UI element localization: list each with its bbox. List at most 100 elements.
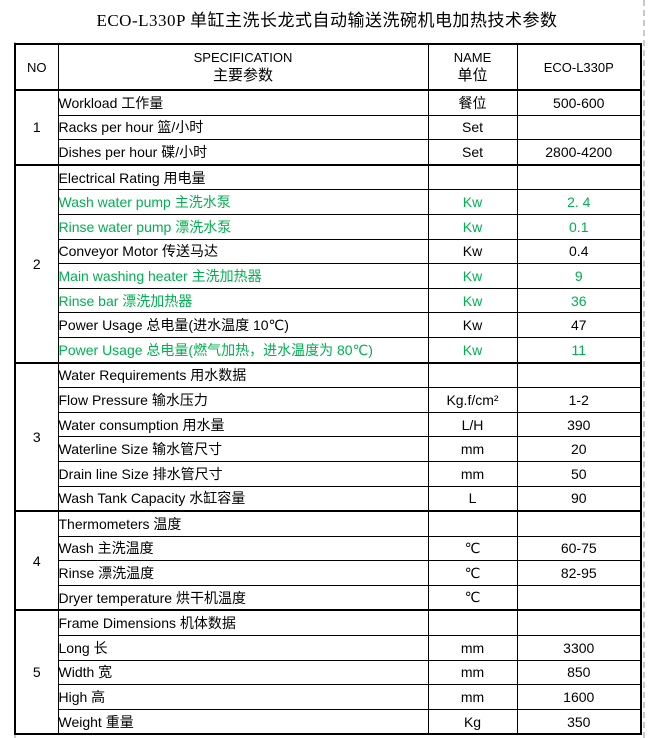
- header-row: NO SPECIFICATION 主要参数 NAME 单位 ECO-L330P: [14, 43, 642, 91]
- table-row: Wash water pump 主洗水泵 Kw 2. 4: [15, 189, 642, 215]
- value-cell: 3300: [516, 635, 642, 661]
- value-cell: 1-2: [516, 387, 642, 413]
- unit-cell: Kw: [427, 189, 518, 215]
- spec-cell: Waterline Size 输水管尺寸: [57, 436, 429, 462]
- page-break-line-right: [643, 0, 645, 738]
- unit-cell: mm: [427, 436, 518, 462]
- unit-cell: Kw: [427, 263, 518, 289]
- value-cell: 47: [516, 312, 642, 338]
- table-row: Weight 重量 Kg 350: [15, 708, 642, 735]
- value-cell: 60-75: [516, 535, 642, 562]
- unit-cell: mm: [427, 460, 518, 487]
- value-cell: 82-95: [516, 560, 642, 586]
- spec-cell: Wash water pump 主洗水泵: [57, 189, 429, 215]
- unit-cell: mm: [427, 659, 518, 686]
- table-row: Wash 主洗温度 ℃ 60-75: [15, 535, 642, 562]
- value-cell: 0.4: [516, 238, 642, 265]
- unit-cell: Kw: [427, 336, 518, 364]
- spec-cell: Wash 主洗温度: [57, 535, 429, 562]
- unit-cell: ℃: [427, 535, 518, 562]
- spec-cell: Dishes per hour 碟/小时: [57, 139, 429, 166]
- value-cell: 36: [516, 287, 642, 314]
- table-row: Flow Pressure 输水压力 Kg.f/cm² 1-2: [15, 387, 642, 413]
- table-row: Drain line Size 排水管尺寸 mm 50: [15, 460, 642, 487]
- table-header: NO SPECIFICATION 主要参数 NAME 单位 ECO-L330P: [14, 43, 642, 91]
- value-cell: 20: [516, 436, 642, 462]
- unit-cell: Set: [427, 114, 518, 141]
- spec-cell: Water Requirements 用水数据: [57, 361, 429, 389]
- value-cell: [516, 361, 642, 389]
- section-number: 4: [14, 510, 59, 611]
- unit-cell: mm: [427, 684, 518, 710]
- spec-cell: Long 长: [57, 635, 429, 661]
- header-name-unit: NAME 单位: [427, 43, 518, 91]
- table-row: 2 Electrical Rating 用电量: [14, 163, 642, 364]
- table-row: Conveyor Motor 传送马达 Kw 0.4: [15, 238, 642, 265]
- spec-cell: Water consumption 用水量: [57, 411, 429, 438]
- unit-cell: [427, 163, 518, 191]
- header-model-label: ECO-L330P: [543, 59, 614, 75]
- table-row: Waterline Size 输水管尺寸 mm 20: [15, 436, 642, 462]
- unit-cell: [427, 361, 518, 389]
- header-spec-cn: 主要参数: [212, 67, 273, 84]
- value-cell: 90: [516, 485, 642, 512]
- header-name-cn: 单位: [457, 67, 488, 84]
- value-cell: 9: [516, 263, 642, 289]
- value-cell: 1600: [516, 684, 642, 710]
- table-row: Main washing heater 主洗加热器 Kw 9: [15, 263, 642, 289]
- spec-table: NO SPECIFICATION 主要参数 NAME 单位 ECO-L330P …: [14, 43, 642, 736]
- unit-cell: Kg: [427, 708, 518, 735]
- table-row: Water consumption 用水量 L/H 390: [15, 411, 642, 438]
- table-body: 1 Workload 工作量 餐位 500-600 Racks per hour 篮/小…: [14, 88, 642, 735]
- section-number: 1: [14, 89, 59, 166]
- unit-cell: L/H: [427, 411, 518, 438]
- table-row: Long 长 mm 3300: [15, 635, 642, 661]
- spec-cell: Main washing heater 主洗加热器: [57, 263, 429, 289]
- unit-cell: ℃: [427, 584, 518, 611]
- unit-cell: Kw: [427, 312, 518, 338]
- value-cell: [516, 163, 642, 191]
- unit-cell: Kw: [427, 287, 518, 314]
- value-cell: 350: [516, 708, 642, 735]
- spec-cell: Rinse 漂洗温度: [57, 560, 429, 586]
- table-row: 4 Thermometers 温度: [14, 510, 642, 611]
- table-row: Power Usage 总电量(进水温度 10℃) Kw 47: [15, 312, 642, 338]
- table-row: 3 Water Requirements 用水数据: [14, 361, 642, 512]
- table-row: Width 宽 mm 850: [15, 659, 642, 686]
- unit-cell: L: [427, 485, 518, 512]
- spec-cell: Dryer temperature 烘干机温度: [57, 584, 429, 611]
- spec-cell: Wash Tank Capacity 水缸容量: [57, 485, 429, 512]
- section-number: 3: [14, 361, 59, 512]
- unit-cell: [427, 510, 518, 537]
- table-row: Racks per hour 篮/小时 Set: [15, 114, 642, 141]
- spec-cell: Power Usage 总电量(燃气加热，进水温度为 80℃): [57, 336, 429, 364]
- table-row: Rinse water pump 漂洗水泵 Kw 0.1: [15, 213, 642, 240]
- value-cell: [516, 584, 642, 611]
- table-row: Dryer temperature 烘干机温度 ℃: [15, 584, 642, 611]
- value-cell: 390: [516, 411, 642, 438]
- value-cell: 500-600: [516, 88, 642, 116]
- unit-cell: [427, 609, 518, 637]
- unit-cell: Kw: [427, 238, 518, 265]
- header-no-label: NO: [27, 59, 47, 75]
- unit-cell: Kw: [427, 213, 518, 240]
- table-row: Rinse 漂洗温度 ℃ 82-95: [15, 560, 642, 586]
- spec-cell: Flow Pressure 输水压力: [57, 387, 429, 413]
- table-row: Power Usage 总电量(燃气加热，进水温度为 80℃) Kw 11: [15, 336, 642, 364]
- value-cell: [516, 510, 642, 537]
- table-row: Rinse bar 漂洗加热器 Kw 36: [15, 287, 642, 314]
- unit-cell: 餐位: [427, 88, 518, 116]
- section-number: 5: [14, 609, 59, 735]
- table-row: 5 Frame Dimensions 机体数据: [14, 609, 642, 735]
- value-cell: 11: [516, 336, 642, 364]
- value-cell: 0.1: [516, 213, 642, 240]
- page-title: ECO-L330P 单缸主洗长龙式自动输送洗碗机电加热技术参数: [14, 0, 640, 42]
- spec-cell: Racks per hour 篮/小时: [57, 114, 429, 141]
- spec-cell: High 高: [57, 684, 429, 710]
- value-cell: 2800-4200: [516, 139, 642, 166]
- value-cell: 2. 4: [516, 189, 642, 215]
- table-row: Wash Tank Capacity 水缸容量 L 90: [15, 485, 642, 512]
- spec-cell: Width 宽: [57, 659, 429, 686]
- spec-cell: Power Usage 总电量(进水温度 10℃): [57, 312, 429, 338]
